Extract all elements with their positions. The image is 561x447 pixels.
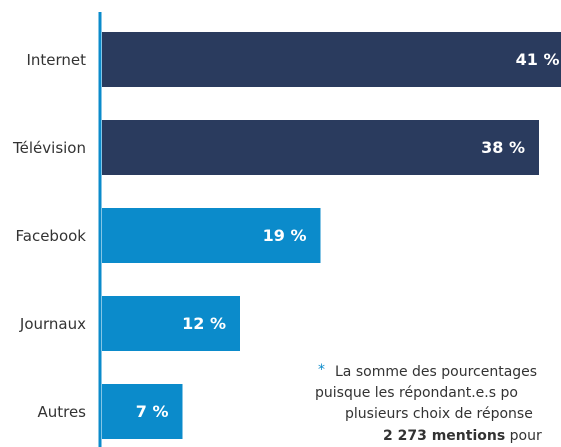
bar bbox=[102, 208, 321, 263]
value-label: 41 % bbox=[516, 50, 560, 69]
category-label: Facebook bbox=[16, 227, 87, 245]
value-label: 19 % bbox=[263, 226, 307, 245]
note-line: plusieurs choix de réponse bbox=[345, 406, 533, 422]
bar bbox=[102, 296, 240, 351]
note-line: puisque les répondant.e.s po bbox=[315, 385, 518, 401]
bar bbox=[102, 120, 539, 175]
note-bold: 2 273 mentions bbox=[383, 428, 505, 444]
bar bbox=[102, 384, 183, 439]
note-line: La somme des pourcentages bbox=[335, 364, 537, 380]
note-rest: pour bbox=[505, 428, 542, 444]
note-line: 2 273 mentions pour bbox=[383, 428, 542, 444]
category-label: Télévision bbox=[12, 139, 86, 157]
note-marker: * bbox=[318, 362, 325, 378]
value-label: 7 % bbox=[136, 402, 169, 421]
bar bbox=[102, 32, 561, 87]
value-label: 38 % bbox=[481, 138, 525, 157]
category-label: Internet bbox=[26, 51, 86, 69]
category-label: Autres bbox=[37, 403, 86, 421]
value-label: 12 % bbox=[182, 314, 226, 333]
category-label: Journaux bbox=[19, 315, 86, 333]
